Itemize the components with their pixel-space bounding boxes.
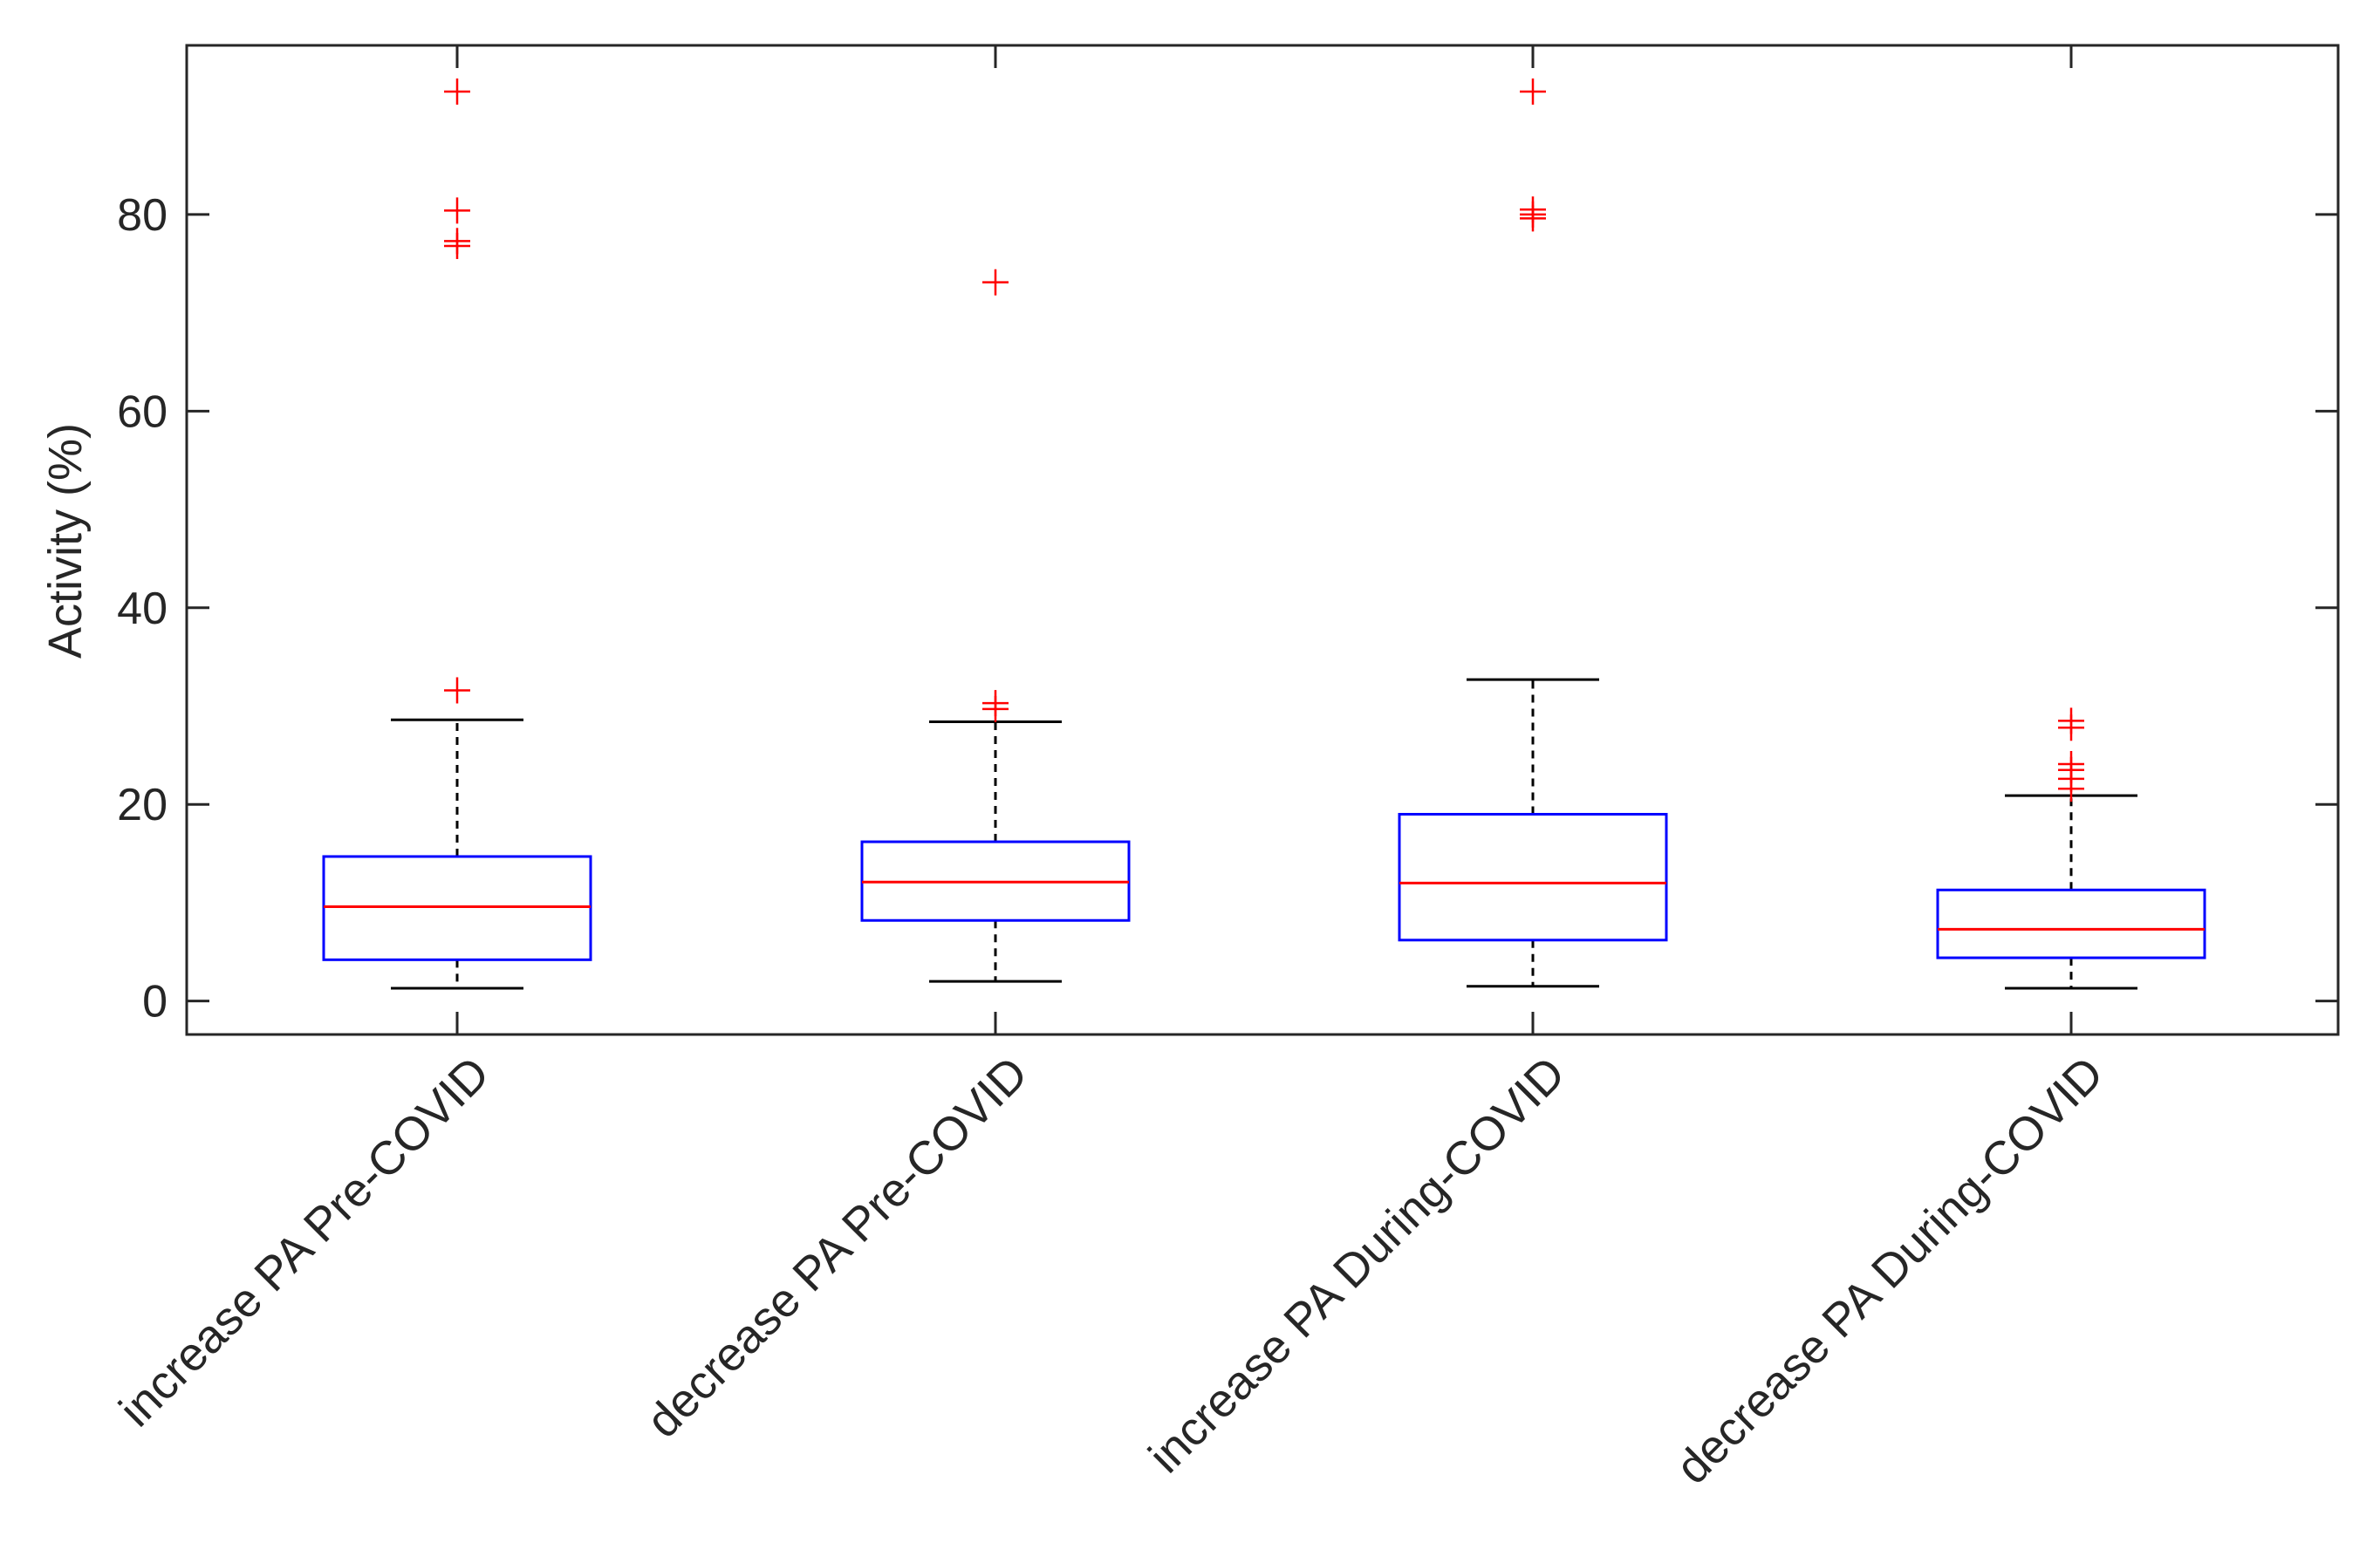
- outlier-point: [444, 78, 470, 105]
- box-group: [1936, 707, 2206, 990]
- outlier-point: [1520, 196, 1546, 223]
- outlier-point: [444, 228, 470, 255]
- x-tick-label: decrease PA During-COVID: [1666, 1047, 2114, 1494]
- outlier-point: [2058, 707, 2084, 734]
- iqr-box: [322, 855, 592, 961]
- y-tick-label: 60: [117, 386, 168, 437]
- axes-frame: [185, 44, 2340, 1036]
- y-tick-label: 80: [117, 190, 168, 241]
- box-group: [860, 269, 1131, 983]
- outlier-point: [444, 677, 470, 704]
- x-tick-label: decrease PA Pre-COVID: [637, 1047, 1038, 1448]
- y-tick-label: 20: [117, 780, 168, 830]
- y-tick-label: 0: [142, 977, 168, 1028]
- box-group: [1398, 78, 1668, 988]
- y-tick-label: 40: [117, 584, 168, 634]
- ticks-layer: [187, 45, 2338, 1034]
- y-tick-labels: 0 20 40 60 80: [117, 190, 168, 1028]
- plot-area: [187, 45, 2338, 1034]
- x-tick-label: increase PA During-COVID: [1139, 1047, 1575, 1483]
- y-axis-title: Activity (%): [39, 423, 92, 659]
- outlier-point: [444, 197, 470, 224]
- iqr-box: [1936, 888, 2206, 959]
- outlier-point: [1520, 78, 1546, 105]
- outlier-point: [982, 690, 1009, 717]
- x-tick-label: increase PA Pre-COVID: [109, 1047, 499, 1437]
- boxes-layer: [322, 78, 2206, 990]
- box-group: [322, 78, 592, 990]
- outlier-point: [2058, 751, 2084, 778]
- iqr-box: [1398, 812, 1668, 942]
- outlier-point: [982, 269, 1009, 296]
- x-tick-labels: increase PA Pre-COVID decrease PA Pre-COV…: [109, 1047, 2113, 1494]
